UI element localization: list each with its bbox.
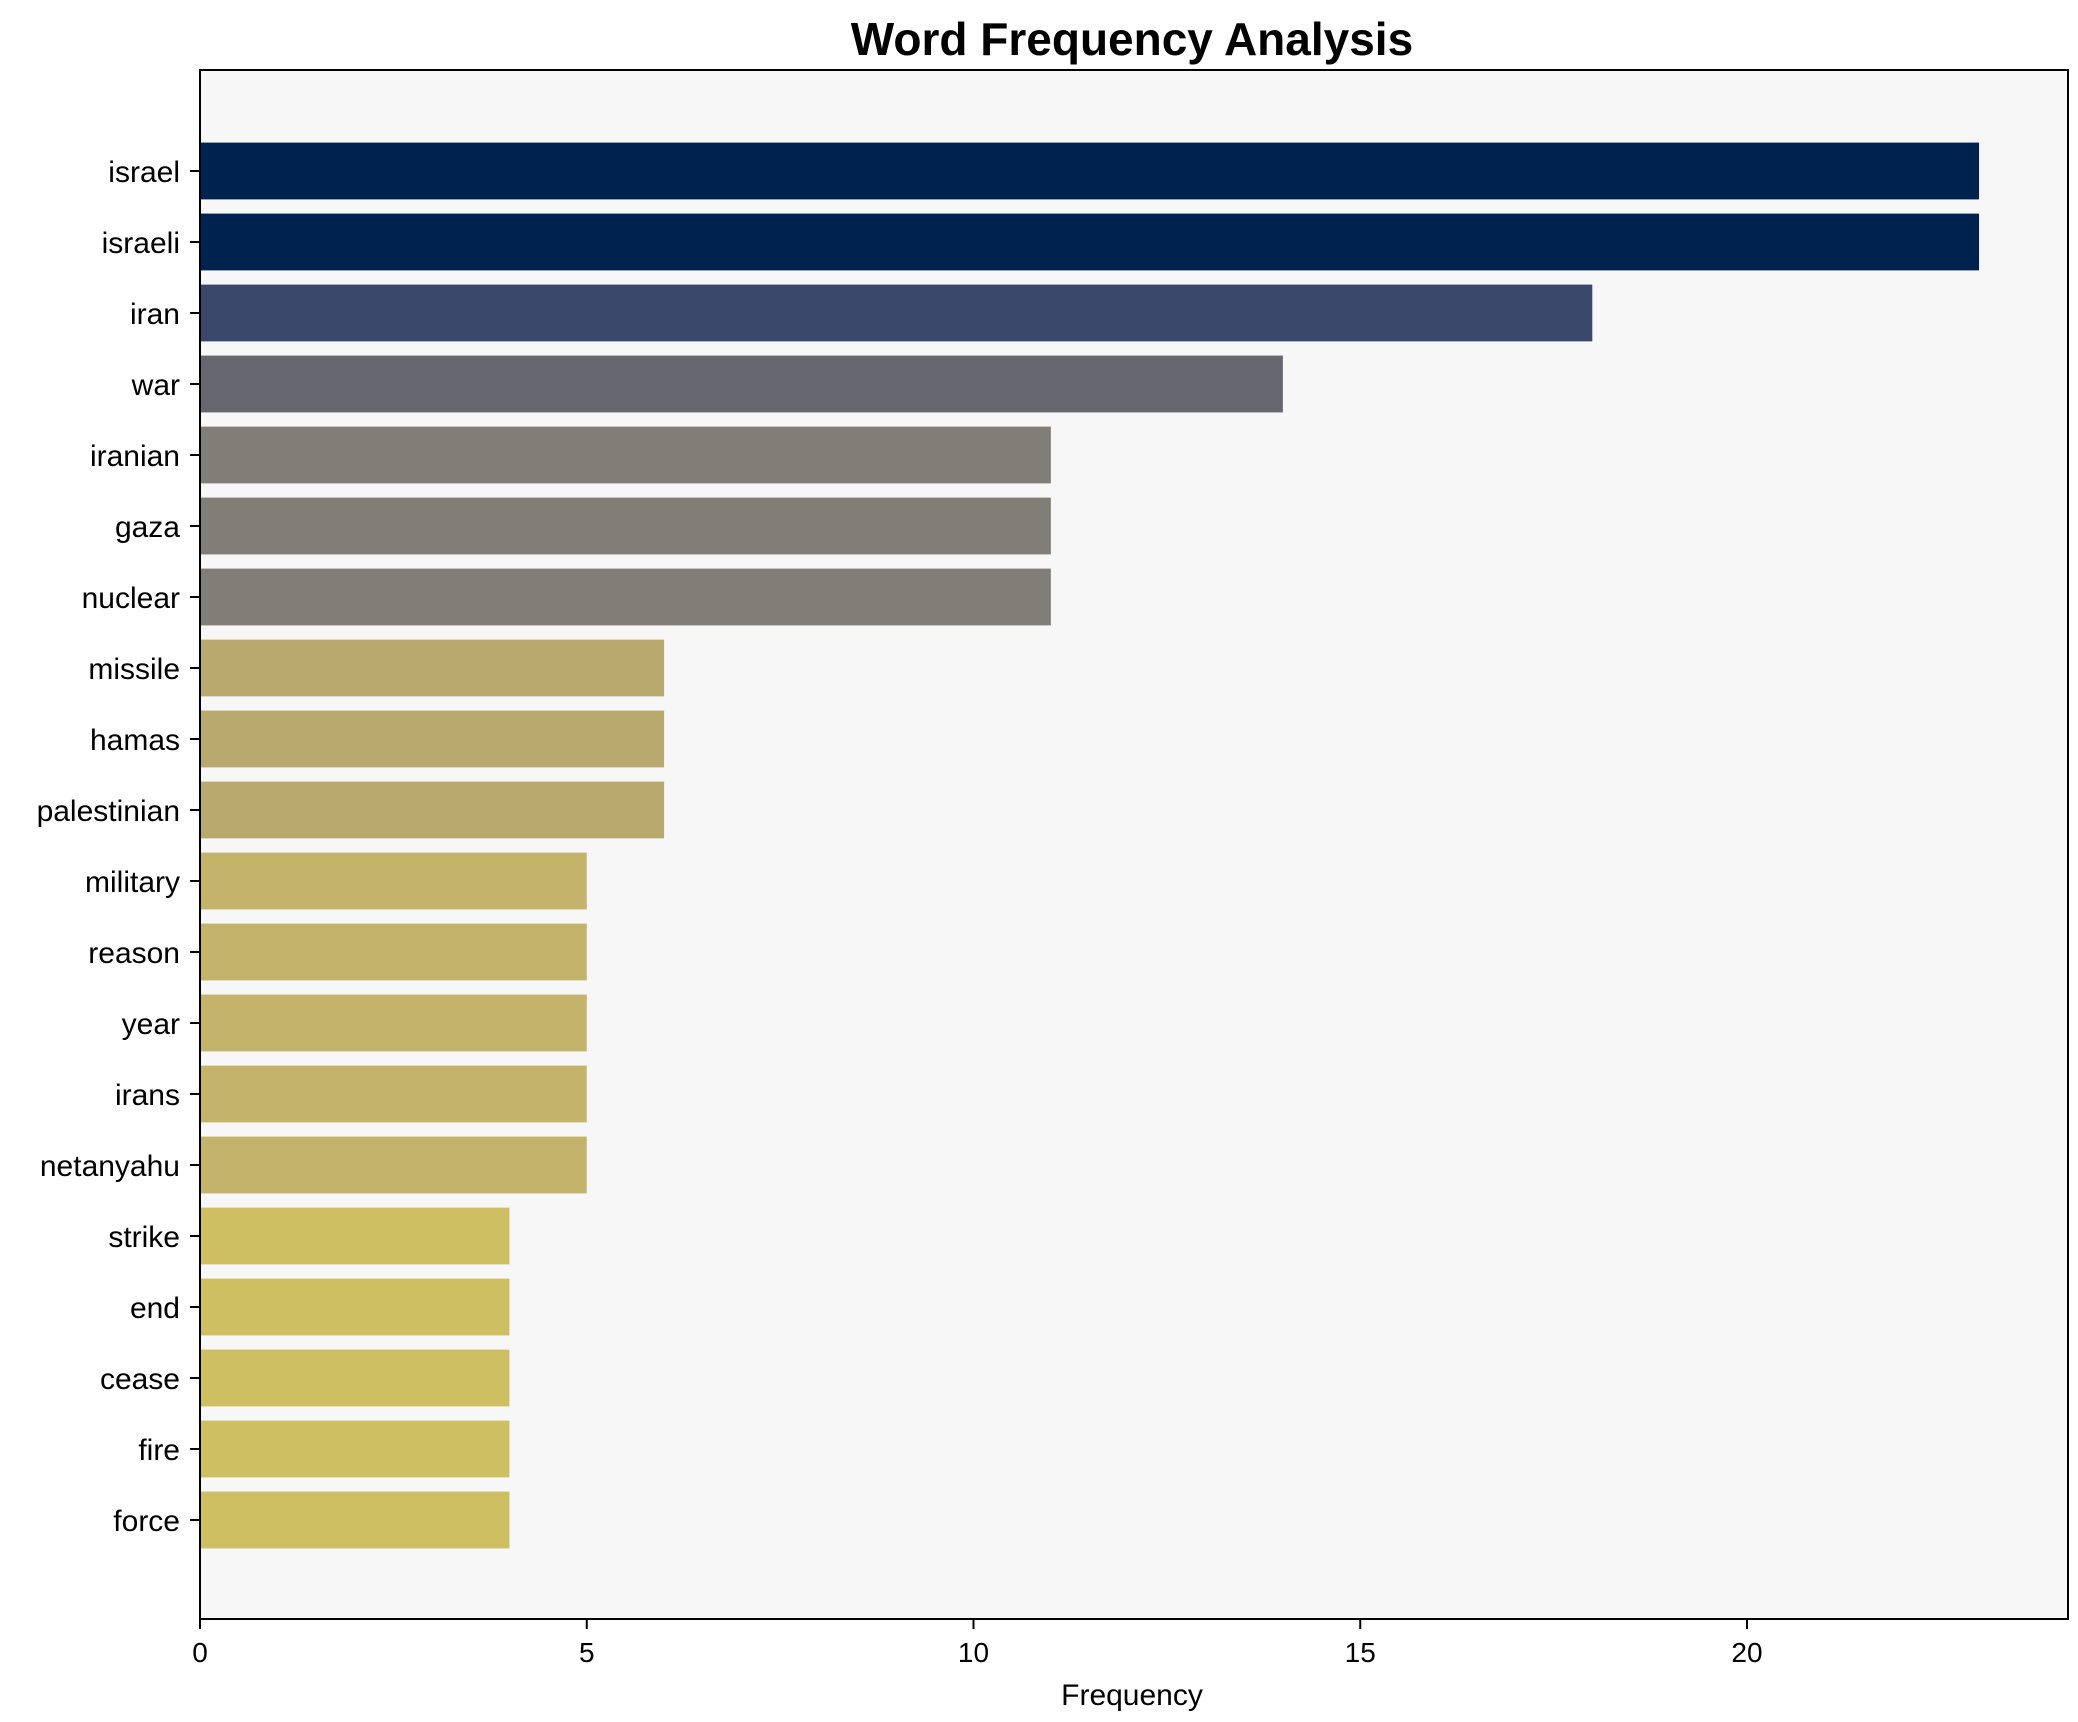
y-tick-label: palestinian xyxy=(37,795,180,828)
bar-end xyxy=(200,1278,510,1336)
y-tick-label: fire xyxy=(138,1434,180,1467)
bar-iran xyxy=(200,284,1593,342)
x-tick-label: 10 xyxy=(958,1637,989,1668)
y-tick-label: irans xyxy=(115,1079,180,1112)
y-tick-label: netanyahu xyxy=(40,1150,180,1183)
x-axis-ticks: 0 5 10 15 20 xyxy=(192,1619,1763,1668)
bar-force xyxy=(200,1491,510,1549)
y-tick-label: gaza xyxy=(115,511,180,544)
y-tick-label: reason xyxy=(88,937,180,970)
y-tick-label: israel xyxy=(108,156,180,189)
bar-missile xyxy=(200,639,665,697)
y-tick-label: force xyxy=(113,1505,180,1538)
y-tick-label: strike xyxy=(108,1221,180,1254)
y-tick-label: year xyxy=(122,1008,180,1041)
y-axis-ticks: israel israeli iran war iranian gaza nuclear mi… xyxy=(37,156,200,1538)
x-tick-label: 20 xyxy=(1731,1637,1762,1668)
bar-hamas xyxy=(200,710,665,768)
bar-israel xyxy=(200,142,1980,200)
y-tick-label: iranian xyxy=(90,440,180,473)
bar-fire xyxy=(200,1420,510,1478)
bar-war xyxy=(200,355,1283,413)
bar-nuclear xyxy=(200,568,1051,626)
chart-title: Word Frequency Analysis xyxy=(851,13,1413,65)
bar-irans xyxy=(200,1065,587,1123)
bar-military xyxy=(200,852,587,910)
y-tick-label: nuclear xyxy=(82,582,180,615)
y-tick-label: iran xyxy=(130,298,180,331)
bar-iranian xyxy=(200,426,1051,484)
y-tick-label: israeli xyxy=(102,227,180,260)
bar-cease xyxy=(200,1349,510,1407)
y-tick-label: military xyxy=(85,866,180,899)
bar-palestinian xyxy=(200,781,665,839)
y-tick-label: war xyxy=(131,369,180,402)
y-tick-label: end xyxy=(130,1292,180,1325)
bar-netanyahu xyxy=(200,1136,587,1194)
bar-strike xyxy=(200,1207,510,1265)
x-axis-label: Frequency xyxy=(1061,1679,1203,1712)
x-tick-label: 0 xyxy=(192,1637,208,1668)
bars-group xyxy=(200,142,1980,1549)
y-tick-label: hamas xyxy=(90,724,180,757)
y-tick-label: missile xyxy=(88,653,180,686)
x-tick-label: 5 xyxy=(579,1637,595,1668)
x-tick-label: 15 xyxy=(1345,1637,1376,1668)
bar-year xyxy=(200,994,587,1052)
y-tick-label: cease xyxy=(100,1363,180,1396)
plot-frame xyxy=(199,69,2069,1620)
bar-gaza xyxy=(200,497,1051,555)
bar-israeli xyxy=(200,213,1980,271)
bar-reason xyxy=(200,923,587,981)
